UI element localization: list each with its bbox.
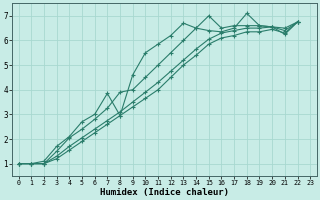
X-axis label: Humidex (Indice chaleur): Humidex (Indice chaleur) <box>100 188 229 197</box>
